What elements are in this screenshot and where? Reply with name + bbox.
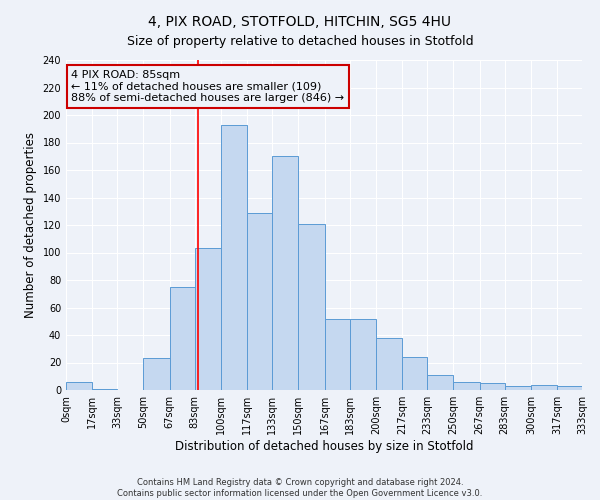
Bar — [454, 382, 480, 390]
Bar — [92, 388, 117, 390]
Bar — [325, 318, 350, 390]
Text: 4, PIX ROAD, STOTFOLD, HITCHIN, SG5 4HU: 4, PIX ROAD, STOTFOLD, HITCHIN, SG5 4HU — [149, 15, 452, 29]
Bar — [557, 386, 582, 390]
Bar — [66, 382, 92, 390]
Bar — [480, 383, 505, 390]
Bar — [350, 318, 376, 390]
Bar — [376, 338, 402, 390]
Bar — [143, 358, 170, 390]
Bar — [298, 224, 325, 390]
Text: 4 PIX ROAD: 85sqm
← 11% of detached houses are smaller (109)
88% of semi-detache: 4 PIX ROAD: 85sqm ← 11% of detached hous… — [71, 70, 344, 103]
Bar — [170, 287, 194, 390]
Bar — [221, 124, 247, 390]
Bar — [531, 384, 557, 390]
Y-axis label: Number of detached properties: Number of detached properties — [24, 132, 37, 318]
Bar — [427, 375, 454, 390]
Text: Size of property relative to detached houses in Stotfold: Size of property relative to detached ho… — [127, 35, 473, 48]
Bar — [247, 212, 272, 390]
Text: Contains HM Land Registry data © Crown copyright and database right 2024.
Contai: Contains HM Land Registry data © Crown c… — [118, 478, 482, 498]
Bar — [272, 156, 298, 390]
Bar — [402, 357, 427, 390]
Bar — [505, 386, 531, 390]
X-axis label: Distribution of detached houses by size in Stotfold: Distribution of detached houses by size … — [175, 440, 473, 453]
Bar — [194, 248, 221, 390]
